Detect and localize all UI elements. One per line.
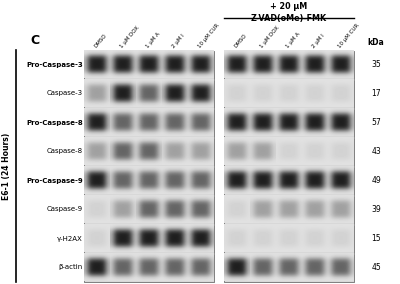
Text: E6-1 (24 Hours): E6-1 (24 Hours) — [2, 132, 12, 200]
Text: 15: 15 — [371, 234, 381, 243]
Bar — [224, 108, 354, 137]
Text: Caspase-8: Caspase-8 — [47, 149, 83, 154]
Text: 1 μM DOX: 1 μM DOX — [119, 25, 140, 49]
Text: 10 μM CUR: 10 μM CUR — [197, 23, 220, 49]
Text: Pro-Caspase-8: Pro-Caspase-8 — [26, 120, 83, 126]
Bar — [224, 137, 354, 166]
Bar — [224, 195, 354, 224]
Bar — [84, 51, 214, 78]
Text: 49: 49 — [371, 176, 381, 185]
Bar — [224, 254, 354, 281]
Text: 17: 17 — [371, 89, 381, 98]
Text: Pro-Caspase-3: Pro-Caspase-3 — [26, 62, 83, 68]
Text: 43: 43 — [371, 147, 381, 156]
Text: 1 μM A: 1 μM A — [285, 31, 301, 49]
Text: 45: 45 — [371, 263, 381, 272]
Text: γ-H2AX: γ-H2AX — [57, 235, 83, 241]
Text: 39: 39 — [371, 205, 381, 214]
Bar — [224, 224, 354, 252]
Text: 1 μM DOX: 1 μM DOX — [259, 25, 280, 49]
Bar — [84, 166, 214, 195]
Bar — [224, 80, 354, 108]
Bar — [84, 137, 214, 166]
Text: C: C — [30, 34, 39, 47]
Bar — [84, 254, 214, 281]
Bar — [224, 166, 354, 195]
Bar — [84, 195, 214, 224]
Bar — [224, 51, 354, 78]
Text: DMSO: DMSO — [233, 33, 248, 49]
Text: 35: 35 — [371, 60, 381, 69]
Text: β-actin: β-actin — [59, 264, 83, 270]
Bar — [84, 224, 214, 252]
Bar — [84, 108, 214, 137]
Text: 2 μM I: 2 μM I — [311, 33, 326, 49]
Text: 1 μM A: 1 μM A — [145, 31, 161, 49]
Text: kDa: kDa — [368, 38, 384, 47]
Text: Caspase-3: Caspase-3 — [47, 91, 83, 97]
Text: Pro-Caspase-9: Pro-Caspase-9 — [26, 178, 83, 183]
Text: 10 μM CUR: 10 μM CUR — [337, 23, 360, 49]
Text: + 20 μM
Z-VAD(oMe)-FMK: + 20 μM Z-VAD(oMe)-FMK — [251, 2, 327, 23]
Text: DMSO: DMSO — [93, 33, 108, 49]
Bar — [84, 80, 214, 108]
Text: Caspase-9: Caspase-9 — [47, 206, 83, 212]
Text: 2 μM I: 2 μM I — [171, 33, 186, 49]
Text: 57: 57 — [371, 118, 381, 127]
